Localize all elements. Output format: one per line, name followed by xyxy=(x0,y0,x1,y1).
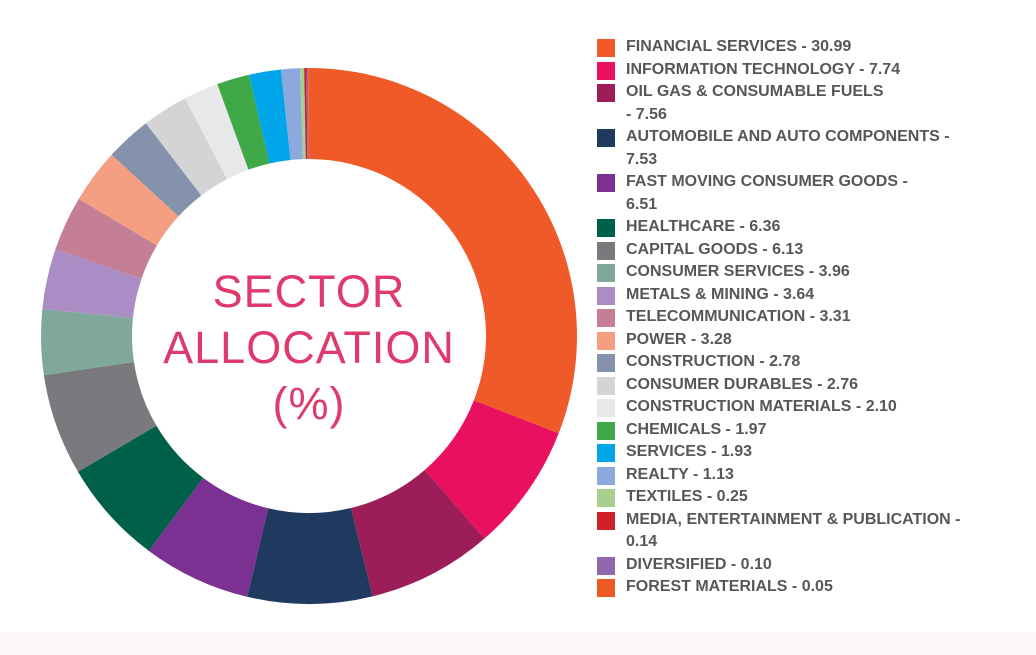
legend-item: CONSUMER SERVICES - 3.96 xyxy=(597,261,1027,284)
legend-label: MEDIA, ENTERTAINMENT & PUBLICATION - 0.1… xyxy=(626,510,961,551)
legend-item: CHEMICALS - 1.97 xyxy=(597,419,1027,442)
legend-swatch xyxy=(597,579,615,597)
legend-item: CONSTRUCTION - 2.78 xyxy=(597,351,1027,374)
donut-slice-automobile-and-auto-components xyxy=(247,507,373,604)
donut-slice-forest-materials xyxy=(308,68,309,160)
legend-item: MEDIA, ENTERTAINMENT & PUBLICATION - 0.1… xyxy=(597,509,1027,554)
legend-swatch xyxy=(597,466,615,485)
legend-label: METALS & MINING - 3.64 xyxy=(626,285,815,303)
legend: FINANCIAL SERVICES - 30.99 INFORMATION TE… xyxy=(597,36,1027,599)
donut-slice-consumer-services xyxy=(40,308,134,376)
legend-label: CHEMICALS - 1.97 xyxy=(626,420,767,438)
legend-item: METALS & MINING - 3.64 xyxy=(597,284,1027,307)
legend-swatch xyxy=(597,174,615,192)
legend-label: AUTOMOBILE AND AUTO COMPONENTS - 7.53 xyxy=(626,128,950,168)
legend-item: INFORMATION TECHNOLOGY - 7.74 xyxy=(597,59,1027,82)
legend-label: TELECOMMUNICATION - 3.31 xyxy=(626,308,851,325)
donut-slice-metals-mining xyxy=(42,249,142,319)
legend-swatch xyxy=(597,331,615,350)
donut-slice-healthcare xyxy=(77,425,204,551)
legend-item: FOREST MATERIALS - 0.05 xyxy=(597,576,1027,599)
legend-item: AUTOMOBILE AND AUTO COMPONENTS - 7.53 xyxy=(597,126,1027,171)
donut-slice-oil-gas-consumable-fuels xyxy=(350,469,485,597)
donut-slice-realty xyxy=(280,68,304,160)
legend-swatch xyxy=(597,511,615,530)
legend-swatch xyxy=(597,219,615,237)
legend-label: CAPITAL GOODS - 6.13 xyxy=(626,240,804,258)
legend-swatch xyxy=(597,421,615,440)
donut-slice-diversified xyxy=(306,68,309,160)
legend-swatch xyxy=(597,376,615,395)
donut-slice-power xyxy=(78,154,179,246)
legend-swatch xyxy=(597,61,615,80)
chart-title-line-2: ALLOCATION xyxy=(163,322,455,373)
legend-label: HEALTHCARE - 6.36 xyxy=(626,218,781,235)
legend-item: FINANCIAL SERVICES - 30.99 xyxy=(597,36,1027,59)
donut-slice-chemicals xyxy=(217,74,270,170)
footer-strip xyxy=(0,632,1036,655)
legend-swatch xyxy=(597,84,615,102)
legend-swatch xyxy=(597,309,615,327)
donut-slice-construction-materials xyxy=(185,84,249,180)
legend-label: FAST MOVING CONSUMER GOODS - 6.51 xyxy=(626,173,908,213)
legend-item: CAPITAL GOODS - 6.13 xyxy=(597,239,1027,262)
legend-label: TEXTILES - 0.25 xyxy=(626,488,748,505)
donut-slices xyxy=(40,68,577,604)
legend-swatch xyxy=(597,354,615,372)
legend-label: CONSTRUCTION - 2.78 xyxy=(626,353,801,370)
legend-label: POWER - 3.28 xyxy=(626,330,732,348)
legend-label: CONSUMER SERVICES - 3.96 xyxy=(626,263,850,280)
legend-item: REALTY - 1.13 xyxy=(597,464,1027,487)
legend-swatch xyxy=(597,264,615,282)
legend-label: OIL GAS & CONSUMABLE FUELS - 7.56 xyxy=(626,83,884,123)
legend-item: POWER - 3.28 xyxy=(597,329,1027,352)
chart-title-line-1: SECTOR xyxy=(212,266,406,317)
legend-item: TELECOMMUNICATION - 3.31 xyxy=(597,306,1027,329)
legend-item: SERVICES - 1.93 xyxy=(597,441,1027,464)
legend-label: FINANCIAL SERVICES - 30.99 xyxy=(626,38,852,55)
legend-label: INFORMATION TECHNOLOGY - 7.74 xyxy=(626,60,901,78)
legend-item: TEXTILES - 0.25 xyxy=(597,486,1027,509)
donut-slice-services xyxy=(249,69,291,164)
legend-swatch xyxy=(597,399,615,417)
donut-slice-capital-goods xyxy=(43,361,157,472)
legend-label: CONSUMER DURABLES - 2.76 xyxy=(626,375,859,393)
donut-slice-telecommunication xyxy=(55,198,157,279)
legend-swatch xyxy=(597,489,615,507)
legend-label: DIVERSIFIED - 0.10 xyxy=(626,555,772,573)
legend-swatch xyxy=(597,556,615,575)
legend-label: REALTY - 1.13 xyxy=(626,465,734,483)
donut-slice-construction xyxy=(111,123,202,217)
donut-slice-media-entertainment-publication xyxy=(304,68,308,160)
legend-label: FOREST MATERIALS - 0.05 xyxy=(626,578,833,595)
donut-slice-financial-services xyxy=(309,68,577,434)
donut-slice-consumer-durables xyxy=(145,98,228,196)
donut-slice-fast-moving-consumer-goods xyxy=(148,477,269,597)
legend-item: HEALTHCARE - 6.36 xyxy=(597,216,1027,239)
legend-item: FAST MOVING CONSUMER GOODS - 6.51 xyxy=(597,171,1027,216)
legend-item: CONSUMER DURABLES - 2.76 xyxy=(597,374,1027,397)
legend-item: CONSTRUCTION MATERIALS - 2.10 xyxy=(597,396,1027,419)
chart-title-line-3: (%) xyxy=(272,378,346,429)
legend-swatch xyxy=(597,286,615,305)
legend-swatch xyxy=(597,444,615,462)
chart-center-title: SECTOR ALLOCATION (%) xyxy=(109,264,509,432)
donut-slice-information-technology xyxy=(424,400,559,539)
legend-item: OIL GAS & CONSUMABLE FUELS - 7.56 xyxy=(597,81,1027,126)
legend-label: CONSTRUCTION MATERIALS - 2.10 xyxy=(626,398,897,415)
donut-slice-textiles xyxy=(299,68,306,160)
legend-label: SERVICES - 1.93 xyxy=(626,443,752,460)
legend-swatch xyxy=(597,39,615,57)
legend-item: DIVERSIFIED - 0.10 xyxy=(597,554,1027,577)
legend-swatch xyxy=(597,129,615,147)
legend-swatch xyxy=(597,241,615,260)
